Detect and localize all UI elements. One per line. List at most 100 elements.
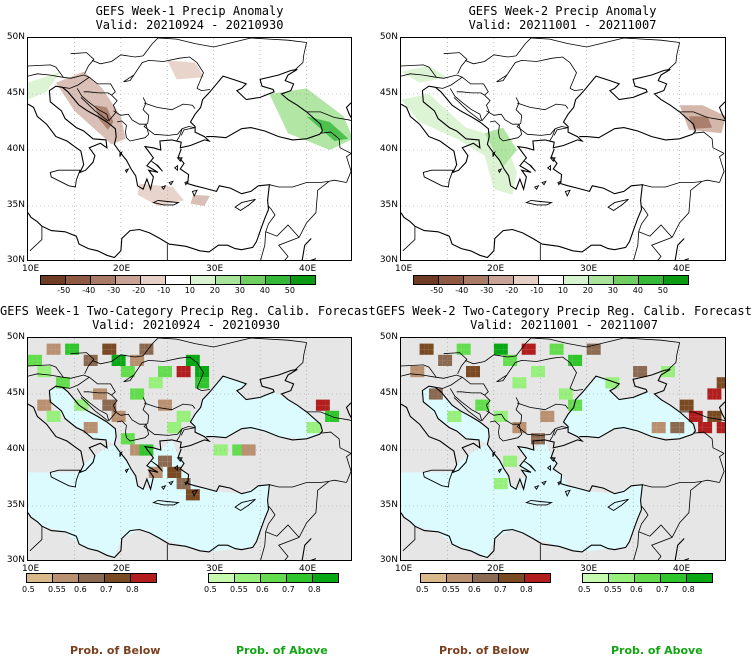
island-outline: [168, 480, 174, 486]
probability-cell: [130, 354, 135, 361]
probability-cell: [51, 410, 56, 417]
probability-cell: [517, 427, 522, 434]
probability-cell: [549, 416, 555, 422]
panel-1-title: GEFS Week-1 Precip Anomaly Valid: 202109…: [27, 4, 352, 32]
lat-label: 35N: [379, 200, 398, 210]
probability-cell: [577, 360, 583, 366]
probability-cell: [315, 422, 321, 428]
probability-cell: [236, 450, 242, 456]
country-border: [76, 88, 110, 122]
country-border: [402, 226, 416, 252]
panel-1-valid-text: Valid: 20210924 - 20210930: [95, 18, 284, 32]
anomaly-colorbar-swatch: [215, 275, 241, 285]
probability-cell: [130, 371, 135, 378]
anomaly-colorbar-label: 30: [607, 286, 618, 295]
anomaly-colorbar-label: 30: [234, 286, 245, 295]
probability-cell: [315, 427, 321, 434]
below-colorbar-label: 0.7: [100, 585, 113, 594]
country-border: [496, 374, 508, 383]
above-colorbar-swatch: [208, 573, 235, 583]
probability-cell: [185, 483, 191, 490]
probability-cell: [424, 349, 429, 355]
probability-cell: [69, 343, 75, 350]
probability-cell: [479, 405, 485, 411]
panel-2-title-text: GEFS Week-2 Precip Anomaly: [468, 4, 657, 18]
country-border: [401, 373, 436, 378]
probability-cell: [707, 394, 713, 400]
anomaly-field-patch: [167, 60, 205, 80]
probability-cell: [572, 354, 578, 361]
probability-cell: [452, 410, 457, 417]
country-border: [28, 64, 64, 78]
probability-cell: [503, 343, 508, 350]
country-border: [70, 352, 95, 374]
anomaly-colorbar-swatch: [538, 275, 564, 285]
probability-cell: [83, 427, 89, 434]
below-colorbar-label: 0.55: [442, 585, 460, 594]
panel-4-below-colorbar: 0.5 0.55 0.6 0.7 0.8: [416, 573, 580, 597]
country-border: [671, 481, 703, 538]
probability-cell: [433, 394, 439, 400]
country-border: [196, 88, 211, 92]
probability-cell: [544, 410, 550, 417]
probability-cell: [97, 388, 103, 394]
probability-cell: [139, 450, 145, 456]
country-border: [295, 42, 307, 70]
probability-cell: [512, 461, 518, 467]
country-border: [496, 56, 577, 89]
probability-cell: [102, 405, 107, 411]
country-border: [553, 127, 569, 136]
country-border: [29, 226, 43, 252]
probability-cell: [134, 394, 140, 400]
probability-cell: [171, 422, 177, 428]
probability-cell: [438, 360, 443, 366]
country-border: [180, 427, 196, 436]
anomaly-colorbar-swatch: [563, 275, 589, 285]
probability-cell: [46, 416, 52, 422]
country-border: [123, 356, 204, 389]
country-border: [265, 205, 300, 238]
lon-label: 30E: [206, 264, 224, 274]
probability-cell: [558, 349, 564, 355]
coastline: [310, 558, 317, 560]
anomaly-colorbar-swatch: [513, 275, 539, 285]
lat-label: 30N: [379, 555, 398, 565]
country-border: [83, 391, 112, 396]
probability-cell: [139, 349, 145, 355]
probability-cell: [185, 366, 191, 372]
probability-cell: [162, 461, 168, 467]
probability-cell: [596, 343, 601, 350]
probability-cell: [521, 382, 527, 389]
below-colorbar-swatch: [104, 573, 131, 583]
country-border: [70, 52, 95, 74]
island-outline: [184, 180, 189, 186]
probability-cell: [325, 399, 330, 406]
probability-cell: [176, 366, 182, 372]
probability-cell: [111, 416, 117, 422]
probability-cell: [195, 354, 200, 361]
country-border: [456, 91, 485, 96]
probability-cell: [656, 427, 662, 434]
probability-cell: [162, 371, 168, 378]
probability-cell: [707, 416, 713, 422]
anomaly-colorbar-swatch: [240, 275, 266, 285]
above-colorbar-swatch: [312, 573, 339, 583]
lon-label: 20E: [113, 564, 131, 574]
probability-cell: [162, 399, 168, 406]
prob-above-label: Prob. of Above: [611, 644, 703, 657]
probability-cell: [503, 461, 508, 467]
country-border: [29, 526, 43, 552]
probability-cell: [498, 416, 504, 422]
island-outline: [151, 160, 163, 172]
probability-cell: [693, 416, 699, 422]
island-outline: [151, 460, 163, 472]
probability-cell: [65, 349, 70, 355]
probability-cell: [190, 360, 196, 366]
probability-cell: [512, 422, 518, 428]
probability-cell: [702, 427, 708, 434]
country-border: [464, 354, 517, 365]
probability-cell: [684, 399, 689, 406]
probability-cell: [130, 366, 135, 372]
country-border: [443, 52, 468, 74]
probability-cell: [493, 416, 499, 422]
